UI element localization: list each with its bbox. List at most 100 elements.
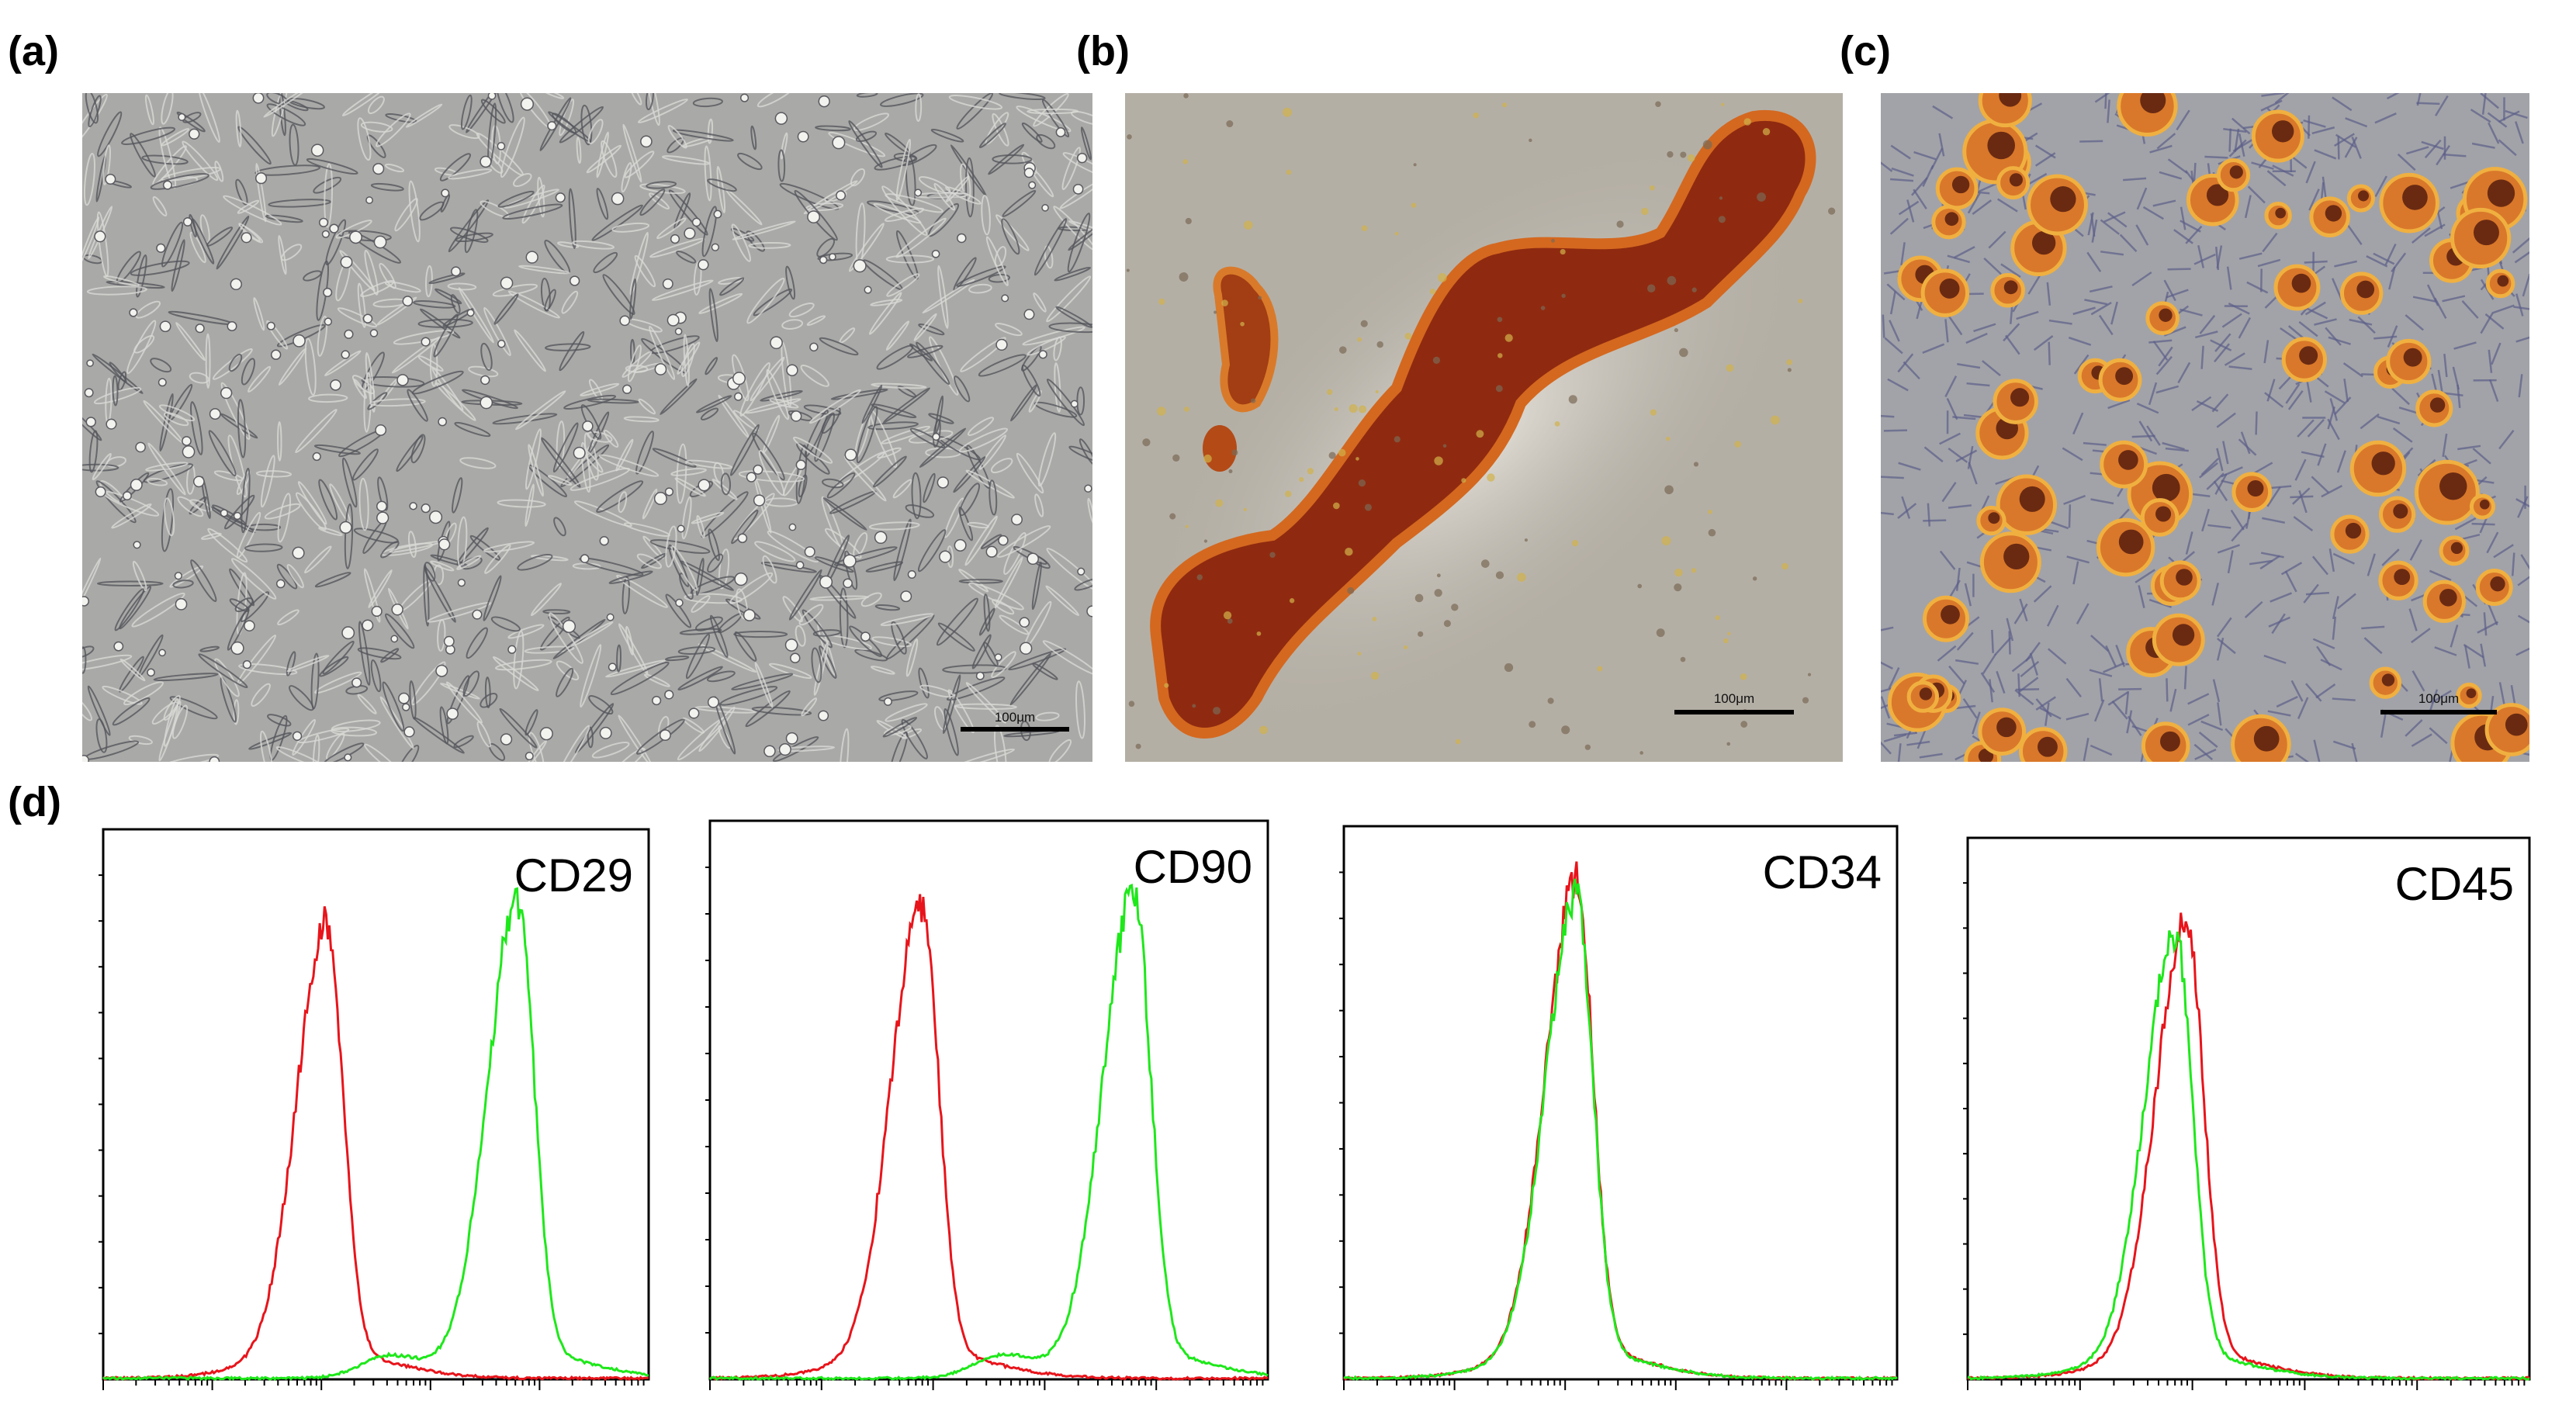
plot-frame (1342, 825, 1899, 1381)
nucleus (351, 677, 362, 688)
cell (158, 404, 196, 422)
cell (999, 614, 1030, 635)
nucleus (438, 417, 447, 427)
droplet-core (2487, 179, 2515, 207)
fiber (2200, 345, 2204, 369)
cell (679, 628, 722, 635)
fiber (2266, 170, 2287, 187)
fiber (1957, 363, 1981, 369)
fiber (2412, 296, 2436, 303)
control-histogram (709, 894, 1269, 1381)
cell (855, 130, 878, 143)
panel-label: (a) (8, 28, 59, 74)
debris (1727, 631, 1731, 635)
cell (871, 636, 912, 648)
fiber (2262, 232, 2278, 253)
cell (815, 125, 851, 132)
cell (198, 653, 248, 689)
nucleus (339, 521, 352, 535)
cell (781, 319, 804, 330)
cell (772, 736, 819, 762)
droplet-core (2403, 348, 2422, 367)
cell (295, 408, 338, 454)
cell (469, 535, 501, 561)
nucleus (500, 733, 513, 746)
cell (164, 412, 189, 427)
debris (1436, 573, 1441, 578)
fiber (2515, 644, 2529, 656)
cell (731, 509, 759, 545)
cell (1031, 561, 1042, 611)
cell (241, 358, 256, 386)
nucleus (1041, 204, 1049, 212)
cell (1048, 322, 1092, 334)
cell (681, 496, 692, 540)
fiber (1938, 133, 1945, 157)
fiber (2480, 313, 2494, 334)
cell (1054, 362, 1061, 413)
cell (953, 748, 1016, 762)
cell (364, 743, 401, 762)
debris (1497, 317, 1503, 323)
nucleus (688, 708, 700, 719)
fiber (2463, 643, 2484, 659)
fiber (2211, 393, 2229, 413)
cell (248, 365, 272, 393)
cell (448, 124, 480, 140)
fiber (2072, 561, 2079, 585)
cell (621, 351, 653, 378)
fiber (2297, 419, 2315, 438)
debris (1240, 321, 1245, 327)
debris (1721, 102, 1725, 106)
nucleus (520, 97, 535, 111)
fiber (2430, 690, 2452, 704)
cell (805, 202, 844, 212)
cell (709, 614, 729, 659)
fiber (2491, 342, 2502, 365)
cell (918, 323, 945, 336)
cell (665, 525, 677, 568)
debris (1411, 202, 1417, 208)
nucleus (795, 561, 805, 569)
cell (967, 417, 995, 436)
nucleus (691, 217, 701, 227)
cell (601, 140, 618, 178)
cell (286, 651, 296, 676)
cell (948, 95, 1003, 110)
fiber (2487, 603, 2498, 626)
cell (937, 622, 975, 652)
cell (87, 685, 111, 736)
cell (266, 320, 289, 350)
fiber (2083, 441, 2107, 446)
cell (235, 178, 248, 206)
debris (1524, 538, 1528, 542)
cell (895, 217, 947, 258)
cell (439, 153, 472, 182)
cell (795, 625, 806, 647)
debris (1231, 449, 1238, 456)
cell (621, 161, 632, 193)
fiber (2107, 691, 2129, 706)
debris (1179, 272, 1189, 282)
nucleus (975, 671, 985, 680)
droplet-core (2115, 367, 2134, 386)
cell (1002, 189, 1037, 217)
cell (82, 654, 133, 671)
droplet-core (1987, 131, 2015, 160)
fiber (2159, 171, 2183, 180)
cell (708, 288, 718, 342)
cell (468, 365, 499, 378)
fiber (2515, 121, 2524, 144)
cell (893, 152, 918, 162)
nucleus (818, 95, 830, 108)
nucleus (1038, 350, 1047, 359)
cell (725, 598, 761, 620)
fiber (2391, 387, 2410, 406)
fiber (2016, 310, 2039, 320)
debris (1243, 507, 1247, 511)
cell (806, 315, 826, 327)
cell (1048, 739, 1072, 762)
cell (956, 265, 1006, 287)
cell (457, 516, 468, 569)
fiber (2345, 117, 2368, 128)
